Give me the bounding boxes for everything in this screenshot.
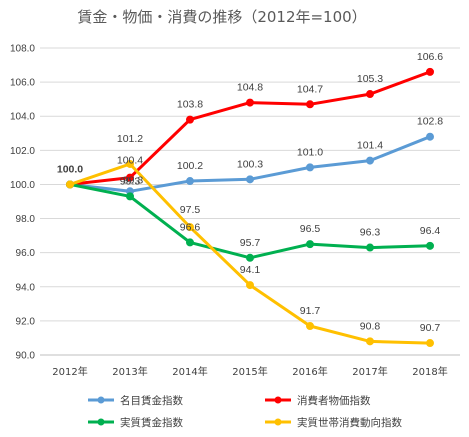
y-tick-label: 94.0 (16, 282, 36, 293)
data-label: 96.6 (180, 221, 201, 233)
y-tick-label: 90.0 (16, 351, 36, 362)
data-point (126, 159, 134, 168)
x-axis: 2012年 2013年 2014年 2015年 2016年 2017年 2018年 (40, 354, 460, 378)
data-point (126, 173, 134, 182)
data-point (366, 243, 374, 252)
legend-label: 実質世帯消費動向指数 (297, 416, 402, 429)
x-tick-label: 2018年 (412, 365, 447, 378)
data-label: 96.5 (300, 223, 321, 235)
data-point (246, 253, 254, 262)
legend-marker (97, 396, 105, 404)
x-tick-label: 2015年 (232, 365, 267, 378)
data-point (246, 281, 254, 290)
data-point (186, 238, 194, 247)
data-point (186, 223, 194, 232)
data-label: 99.3 (123, 174, 144, 186)
data-point (186, 115, 194, 124)
data-labels: 100.2 100.3 101.0 101.4 102.8 100.4 103.8 104.8… (57, 51, 443, 334)
y-axis: 90.0 92.0 94.0 96.0 98.0 100.0 102.0 104.0 106.0… (10, 44, 35, 362)
data-label: 96.4 (420, 225, 441, 237)
data-point (66, 180, 74, 189)
data-point (426, 241, 434, 250)
data-point (366, 156, 374, 165)
data-point (306, 322, 314, 331)
data-label: 101.4 (357, 140, 383, 152)
data-label: 94.1 (240, 264, 261, 276)
data-label: 100.0 (57, 163, 83, 175)
data-label: 97.5 (180, 204, 201, 216)
y-tick-label: 102.0 (10, 146, 35, 157)
data-label: 104.8 (237, 82, 263, 94)
y-tick-label: 100.0 (10, 180, 35, 191)
y-tick-label: 108.0 (10, 44, 35, 55)
legend-label: 名目賃金指数 (120, 394, 183, 407)
data-point (306, 240, 314, 249)
data-label: 105.3 (357, 73, 383, 85)
data-label: 100.2 (177, 160, 203, 172)
y-tick-label: 92.0 (16, 316, 36, 327)
data-point (306, 100, 314, 109)
data-point (426, 67, 434, 76)
legend-label: 消費者物価指数 (297, 394, 371, 407)
y-tick-label: 104.0 (10, 112, 35, 123)
x-tick-label: 2013年 (112, 365, 147, 378)
data-point (186, 177, 194, 186)
data-point (246, 98, 254, 107)
y-tick-label: 96.0 (16, 248, 36, 259)
data-label: 101.2 (117, 133, 143, 145)
data-point (426, 132, 434, 141)
data-label: 90.8 (360, 320, 381, 332)
x-tick-label: 2014年 (172, 365, 207, 378)
data-point (366, 90, 374, 99)
y-tick-label: 98.0 (16, 214, 36, 225)
data-label: 102.8 (417, 116, 443, 128)
data-point (426, 339, 434, 348)
data-point (366, 337, 374, 346)
x-tick-label: 2012年 (52, 365, 87, 378)
data-label: 91.7 (300, 305, 321, 317)
grid (40, 47, 460, 356)
series (66, 67, 434, 348)
data-label: 100.4 (117, 155, 143, 167)
legend-label: 実質賃金指数 (120, 416, 183, 429)
data-label: 96.3 (360, 227, 381, 239)
data-label: 100.3 (237, 158, 263, 170)
data-label: 106.6 (417, 51, 443, 63)
data-point (306, 163, 314, 172)
legend-marker (97, 418, 105, 426)
chart-title: 賃金・物価・消費の推移（2012年=100） (77, 8, 366, 26)
legend-marker (274, 418, 282, 426)
x-tick-label: 2017年 (352, 365, 387, 378)
data-label: 104.7 (297, 83, 323, 95)
data-point (246, 175, 254, 184)
data-label: 101.0 (297, 146, 323, 158)
data-label: 95.7 (240, 237, 261, 249)
legend-marker (274, 396, 282, 404)
data-point (126, 192, 134, 201)
data-label: 103.8 (177, 99, 203, 111)
data-label: 90.7 (420, 322, 441, 334)
x-tick-label: 2016年 (292, 365, 327, 378)
y-tick-label: 106.0 (10, 78, 35, 89)
data-label: 99.3 (120, 175, 141, 187)
